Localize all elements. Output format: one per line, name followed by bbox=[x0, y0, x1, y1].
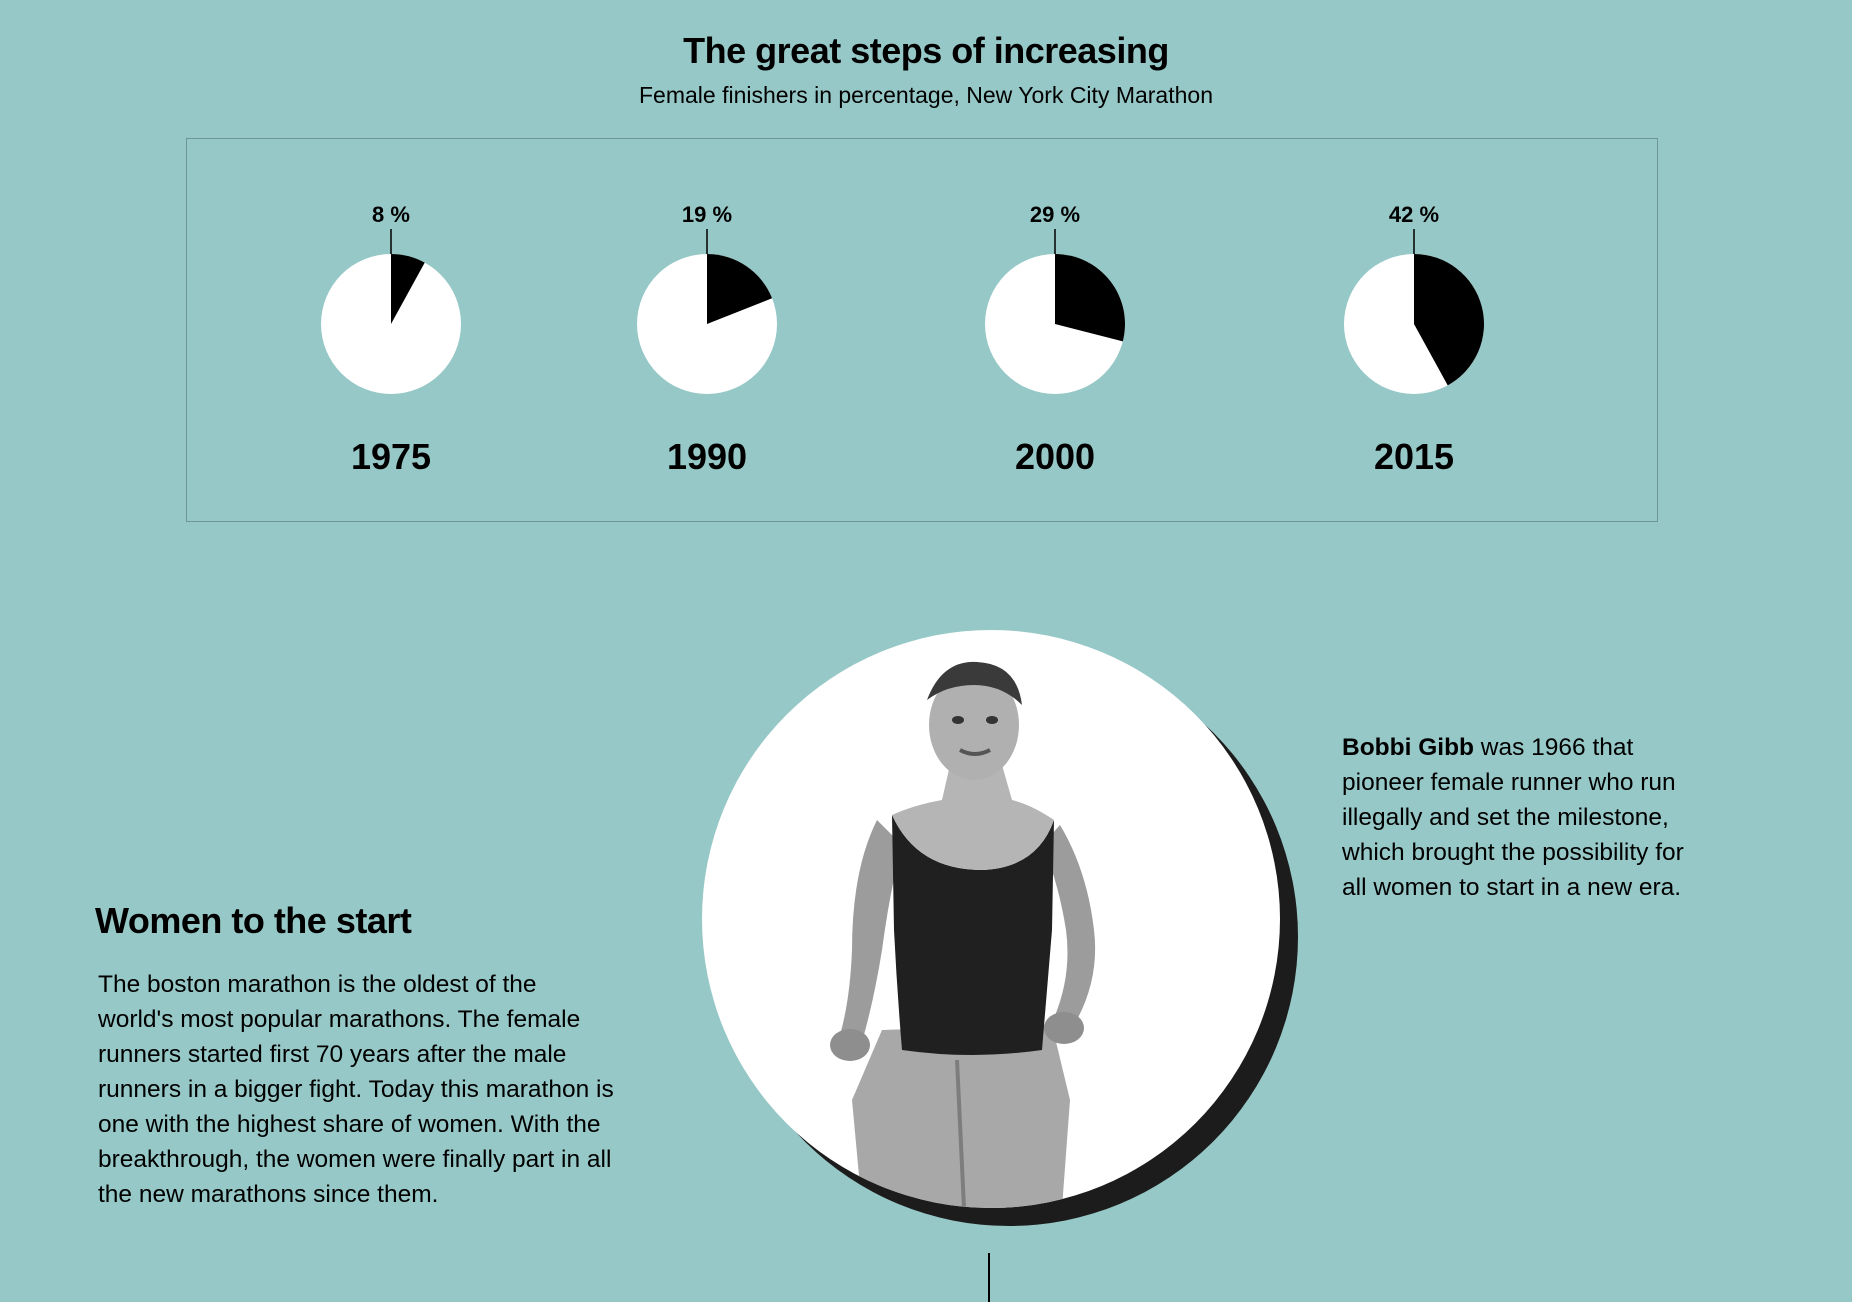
pie-percent-label: 29 % bbox=[1030, 202, 1080, 227]
pie-year-label: 1975 bbox=[351, 436, 431, 477]
section-heading: Women to the start bbox=[95, 900, 412, 941]
pie-1975: 8 % 1975 bbox=[321, 202, 461, 477]
runner-photo bbox=[702, 630, 1280, 1208]
pie-percent-label: 8 % bbox=[372, 202, 410, 227]
runner-portrait-icon bbox=[830, 661, 1096, 1208]
section-body: The boston marathon is the oldest of the… bbox=[98, 971, 614, 1208]
chart-title: The great steps of increasing bbox=[683, 30, 1169, 71]
chart-subtitle: Female finishers in percentage, New York… bbox=[638, 82, 1213, 108]
pie-percent-label: 42 % bbox=[1389, 202, 1439, 227]
pie-2015: 42 % 2015 bbox=[1344, 202, 1484, 477]
pie-year-label: 2000 bbox=[1015, 436, 1095, 477]
pie-share-slice bbox=[391, 254, 425, 324]
pie-share-slice bbox=[1055, 254, 1125, 342]
pie-year-label: 2015 bbox=[1374, 436, 1454, 477]
caption-text: was 1966 that pioneer female runner who … bbox=[1342, 734, 1684, 901]
pie-percent-label: 19 % bbox=[682, 202, 732, 227]
pie-share-slice bbox=[1414, 254, 1484, 386]
pie-1990: 19 % 1990 bbox=[637, 202, 777, 477]
connector-line bbox=[988, 1253, 990, 1302]
pie-share-slice bbox=[707, 254, 773, 324]
chart-frame bbox=[186, 138, 1658, 522]
caption-name: Bobbi Gibb bbox=[1342, 734, 1474, 761]
pie-2000: 29 % 2000 bbox=[985, 202, 1125, 477]
photo-caption: Bobbi Gibb was 1966 that pioneer female … bbox=[1342, 730, 1692, 905]
pie-charts: 8 % 1975 19 % 1990 29 % 2000 42 % 2015 bbox=[321, 202, 1484, 477]
pie-year-label: 1990 bbox=[667, 436, 747, 477]
